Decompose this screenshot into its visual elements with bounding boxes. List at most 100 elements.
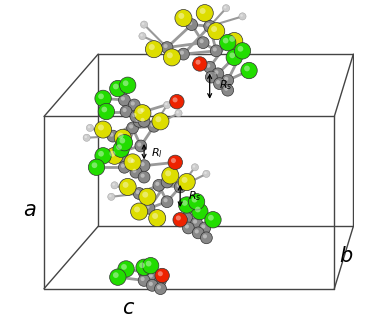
Circle shape [224,6,226,9]
Circle shape [208,73,212,78]
Circle shape [216,80,220,84]
Circle shape [128,99,140,111]
Circle shape [155,116,162,122]
Text: c: c [122,298,133,318]
Circle shape [112,183,115,186]
Circle shape [182,177,188,183]
Circle shape [214,78,225,90]
Circle shape [226,49,242,66]
Circle shape [163,178,168,183]
Circle shape [240,14,243,17]
Circle shape [119,77,136,93]
Circle shape [116,134,133,151]
Circle shape [98,124,104,131]
Circle shape [149,274,153,278]
Circle shape [234,43,251,59]
Circle shape [113,84,119,90]
Text: $R_s$: $R_s$ [188,189,202,203]
Circle shape [107,130,119,142]
Circle shape [192,197,197,203]
Circle shape [106,147,123,164]
Circle shape [127,157,133,163]
Circle shape [201,232,212,244]
Circle shape [203,170,210,177]
Circle shape [146,271,158,283]
Circle shape [180,51,184,55]
Circle shape [222,84,234,96]
Circle shape [169,94,184,109]
Circle shape [122,108,127,112]
Circle shape [119,161,130,173]
Circle shape [141,118,145,122]
Circle shape [137,108,143,114]
Circle shape [161,42,173,53]
Circle shape [132,169,136,173]
Circle shape [149,282,153,286]
Circle shape [193,57,207,71]
Circle shape [113,141,129,157]
Circle shape [152,113,169,130]
Circle shape [121,164,125,168]
Circle shape [142,257,159,274]
Circle shape [157,285,161,289]
Circle shape [132,113,136,117]
Circle shape [206,23,210,27]
Circle shape [119,154,124,158]
Circle shape [123,80,128,86]
Circle shape [98,93,104,99]
Circle shape [230,52,235,58]
Circle shape [223,38,228,43]
Circle shape [185,224,189,229]
Circle shape [150,123,155,127]
Circle shape [109,133,114,137]
Circle shape [146,41,162,58]
Circle shape [110,80,126,97]
Circle shape [136,190,140,194]
Circle shape [138,106,150,117]
Circle shape [158,271,163,276]
Circle shape [191,164,198,171]
Circle shape [162,167,179,184]
Circle shape [95,121,112,138]
Circle shape [110,269,126,285]
Circle shape [186,19,198,31]
Circle shape [135,140,147,152]
Circle shape [141,174,145,178]
Circle shape [118,133,124,139]
Circle shape [244,66,250,72]
Circle shape [155,268,169,283]
Circle shape [95,148,111,164]
Circle shape [121,96,125,101]
Circle shape [168,155,182,170]
Circle shape [116,144,122,150]
Circle shape [139,262,145,268]
Circle shape [163,101,171,109]
Circle shape [175,10,192,27]
Text: b: b [339,246,352,266]
Circle shape [200,8,206,14]
Circle shape [155,283,166,295]
Circle shape [155,275,166,286]
Circle shape [205,212,221,228]
Circle shape [141,162,145,166]
Circle shape [118,261,134,277]
Text: a: a [23,200,36,220]
Circle shape [171,158,176,163]
Circle shape [142,192,148,198]
Circle shape [141,21,148,28]
Circle shape [133,115,145,127]
Circle shape [193,219,197,224]
Circle shape [137,142,141,147]
Circle shape [155,182,160,186]
Circle shape [119,147,124,152]
Circle shape [208,215,214,221]
Text: $R_s$: $R_s$ [219,78,233,92]
Circle shape [224,87,228,91]
Circle shape [142,22,144,25]
Circle shape [163,49,180,66]
Circle shape [141,277,145,281]
Circle shape [153,179,165,191]
Circle shape [163,44,168,48]
Circle shape [146,279,158,291]
Circle shape [108,193,115,200]
